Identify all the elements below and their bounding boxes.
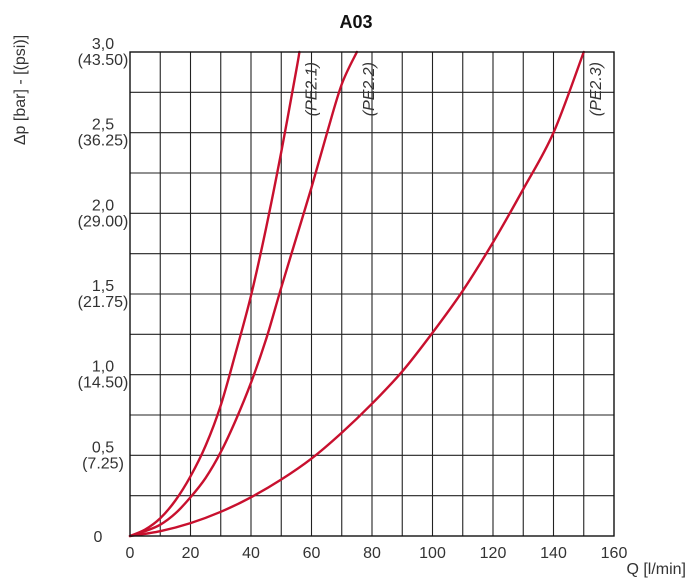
y-tick-label: 3,0 bbox=[92, 36, 114, 53]
x-tick-label: 40 bbox=[242, 545, 260, 562]
x-axis-title: Q [l/min] bbox=[626, 561, 686, 578]
x-tick-label: 20 bbox=[182, 545, 200, 562]
x-tick-label: 120 bbox=[480, 545, 507, 562]
x-tick-label: 100 bbox=[419, 545, 446, 562]
series-label-3: (PE2.3) bbox=[588, 62, 605, 116]
plot-frame bbox=[129, 51, 615, 537]
y-tick-sublabel: (21.75) bbox=[78, 294, 129, 311]
y-tick-label: 2,5 bbox=[92, 117, 114, 134]
series-line-1 bbox=[128, 50, 301, 538]
y-tick-label: 1,5 bbox=[92, 278, 114, 295]
series-lines bbox=[128, 50, 585, 538]
y-tick-label: 2,0 bbox=[92, 197, 114, 214]
y-tick-sublabel: (29.00) bbox=[78, 213, 129, 230]
x-tick-label: 140 bbox=[540, 545, 567, 562]
x-tick-label: 80 bbox=[363, 545, 381, 562]
grid bbox=[130, 52, 614, 536]
y-tick-sublabel: (36.25) bbox=[78, 133, 129, 150]
x-tick-label: 0 bbox=[126, 545, 135, 562]
series-line-3 bbox=[128, 50, 585, 538]
series-label-1: (PE2.1) bbox=[303, 62, 320, 116]
y-axis-title: Δp [bar] - [(psi)] bbox=[12, 35, 29, 145]
y-tick-label: 1,0 bbox=[92, 359, 114, 376]
series-line-2 bbox=[128, 50, 359, 538]
x-tick-label: 160 bbox=[601, 545, 628, 562]
chart-title: A03 bbox=[339, 12, 372, 32]
y-tick-sublabel: (43.50) bbox=[78, 52, 129, 69]
series-label-2: (PE2.2) bbox=[361, 62, 378, 116]
x-tick-label: 60 bbox=[303, 545, 321, 562]
y-tick-label: 0 bbox=[94, 529, 103, 546]
y-tick-label: 0,5 bbox=[92, 439, 114, 456]
tick-labels: 0 20 40 60 80 100 120 140 160 0 0,5(7.25) 1,0(14.50… bbox=[78, 36, 628, 562]
y-tick-sublabel: (14.50) bbox=[78, 375, 129, 392]
plot-border bbox=[129, 51, 615, 537]
y-tick-sublabel: (7.25) bbox=[82, 455, 124, 472]
series-labels: (PE2.1) (PE2.2) (PE2.3) bbox=[303, 62, 604, 116]
